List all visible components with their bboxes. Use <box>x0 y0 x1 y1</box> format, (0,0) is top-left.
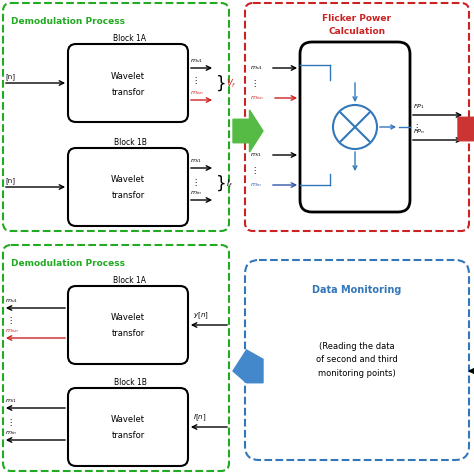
Text: $I_f$: $I_f$ <box>226 178 233 190</box>
Text: $m_{i1}$: $m_{i1}$ <box>250 151 262 159</box>
Text: ⋮: ⋮ <box>250 79 258 88</box>
Text: $m_{v1}$: $m_{v1}$ <box>190 57 203 65</box>
Text: [n]: [n] <box>5 177 15 184</box>
Text: (Reading the data
of second and third
monitoring points): (Reading the data of second and third mo… <box>316 342 398 378</box>
Text: Wavelet: Wavelet <box>111 175 145 184</box>
Text: $m_{i1}$: $m_{i1}$ <box>190 157 201 165</box>
Text: $m_{in}$: $m_{in}$ <box>250 181 262 189</box>
Text: $I[n]$: $I[n]$ <box>193 412 206 423</box>
FancyBboxPatch shape <box>245 3 469 231</box>
Text: ⋮: ⋮ <box>412 122 420 131</box>
Text: }: } <box>216 175 227 193</box>
Text: $y[n]$: $y[n]$ <box>193 310 209 321</box>
Text: transfor: transfor <box>111 431 145 440</box>
Text: $m_{ivn}$: $m_{ivn}$ <box>190 89 204 97</box>
Text: Block 1A: Block 1A <box>113 34 146 43</box>
Text: Demodulation Process: Demodulation Process <box>11 259 125 268</box>
Text: Calculation: Calculation <box>328 27 385 36</box>
Text: $V_f$: $V_f$ <box>226 78 237 90</box>
Text: Wavelet: Wavelet <box>111 313 145 322</box>
Text: $FP_1$: $FP_1$ <box>413 102 425 111</box>
Text: transfor: transfor <box>111 88 145 97</box>
FancyBboxPatch shape <box>300 42 410 212</box>
Text: ⋮: ⋮ <box>191 177 200 186</box>
Text: $m_{i1}$: $m_{i1}$ <box>5 397 17 405</box>
Text: Block 1B: Block 1B <box>114 378 146 387</box>
Text: Wavelet: Wavelet <box>111 416 145 425</box>
FancyBboxPatch shape <box>68 286 188 364</box>
Text: ⋮: ⋮ <box>6 316 14 325</box>
FancyBboxPatch shape <box>245 260 469 460</box>
Polygon shape <box>458 108 474 150</box>
Text: Flicker Power: Flicker Power <box>322 14 392 23</box>
Text: $FP_n$: $FP_n$ <box>413 127 425 136</box>
FancyBboxPatch shape <box>3 245 229 471</box>
Text: $m_{v1}$: $m_{v1}$ <box>250 64 263 72</box>
Polygon shape <box>233 350 263 383</box>
Text: $m_{ivn}$: $m_{ivn}$ <box>250 94 264 102</box>
FancyBboxPatch shape <box>68 148 188 226</box>
Text: Data Monitoring: Data Monitoring <box>312 285 401 295</box>
Text: [n]: [n] <box>5 73 15 80</box>
Text: $m_{in}$: $m_{in}$ <box>190 189 202 197</box>
Text: $m_{v1}$: $m_{v1}$ <box>5 297 18 305</box>
Text: Demodulation Process: Demodulation Process <box>11 17 125 26</box>
FancyBboxPatch shape <box>68 44 188 122</box>
Text: ⋮: ⋮ <box>191 75 200 84</box>
FancyBboxPatch shape <box>3 3 229 231</box>
Text: Block 1A: Block 1A <box>113 276 146 285</box>
Text: Wavelet: Wavelet <box>111 72 145 81</box>
Text: Block 1B: Block 1B <box>114 138 146 147</box>
Text: $m_{ivn}$: $m_{ivn}$ <box>5 327 19 335</box>
Text: ⋮: ⋮ <box>6 418 14 427</box>
FancyBboxPatch shape <box>68 388 188 466</box>
Text: $m_{in}$: $m_{in}$ <box>5 429 17 437</box>
Text: ⋮: ⋮ <box>250 165 258 174</box>
Text: transfor: transfor <box>111 329 145 338</box>
Text: transfor: transfor <box>111 191 145 201</box>
Text: }: } <box>216 75 227 93</box>
Polygon shape <box>233 110 263 152</box>
